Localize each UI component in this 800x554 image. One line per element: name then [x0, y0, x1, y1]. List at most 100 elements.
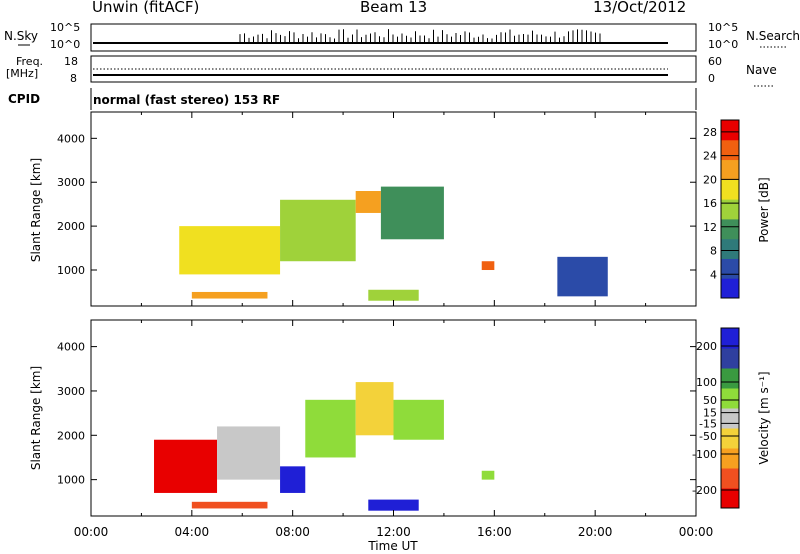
power-colorbar-tick-label-1: 8 — [710, 245, 717, 258]
power-region-1 — [280, 199, 356, 262]
noise-tick-high-left: 10^5 — [50, 21, 80, 34]
beam-title: Beam 13 — [360, 0, 427, 16]
x-tick-label-3: 12:00 — [376, 525, 411, 539]
velocity-region-8 — [368, 499, 419, 511]
power-region-5 — [191, 291, 268, 299]
site-title: Unwin (fitACF) — [92, 0, 199, 16]
velocity-axes: 1000 2000 3000 4000 — [57, 320, 697, 516]
power-y-label: Slant Range [km] — [29, 158, 43, 262]
power-colorbar-tick-label-4: 20 — [703, 173, 717, 186]
power-ytick-label-1: 2000 — [57, 220, 85, 233]
velocity-ytick-label-3: 4000 — [57, 341, 85, 354]
velocity-colorbar-segment-4 — [721, 408, 739, 429]
power-ytick-label-0: 1000 — [57, 264, 85, 277]
velocity-colorbar-tick-label-0: 200 — [696, 340, 717, 353]
date-title: 13/Oct/2012 — [593, 0, 686, 16]
nsky-label: N.Sky — [4, 29, 38, 43]
nsearch-label: N.Search — [746, 29, 800, 43]
power-heatmap-cells — [179, 186, 608, 301]
power-colorbar-segment-0 — [721, 278, 739, 299]
freq-label: Freq. — [16, 55, 43, 68]
power-region-7 — [557, 256, 608, 297]
velocity-colorbar-tick-label-6: -100 — [692, 448, 717, 461]
nave-label: Nave — [746, 63, 777, 77]
x-tick-label-6: 00:00 — [679, 525, 714, 539]
velocity-colorbar-segment-7 — [721, 348, 739, 369]
power-colorbar-tick-label-3: 16 — [703, 197, 717, 210]
power-region-0 — [179, 226, 281, 275]
power-ytick-label-3: 4000 — [57, 132, 85, 145]
velocity-colorbar-segment-2 — [721, 448, 739, 469]
velocity-ytick-label-1: 2000 — [57, 429, 85, 442]
power-region-4 — [481, 261, 495, 271]
x-tick-label-5: 20:00 — [578, 525, 613, 539]
freq-panel — [90, 55, 697, 83]
velocity-colorbar-label: Velocity [m s⁻¹] — [757, 371, 771, 464]
velocity-region-6 — [393, 399, 444, 440]
power-colorbar-segment-3 — [721, 218, 739, 240]
power-colorbar-segment-6 — [721, 159, 739, 180]
power-colorbar-tick-label-2: 12 — [703, 221, 717, 234]
velocity-region-7 — [481, 470, 495, 480]
velocity-colorbar-segment-1 — [721, 468, 739, 489]
cpid-label: CPID — [8, 92, 40, 106]
time-axis: 00:00 04:00 08:00 12:00 16:00 20:00 00:00 — [74, 525, 714, 539]
velocity-colorbar-tick-label-2: 50 — [703, 394, 717, 407]
noise-panel — [90, 23, 697, 52]
power-ytick-label-2: 3000 — [57, 176, 85, 189]
power-colorbar-tick-label-5: 24 — [703, 150, 717, 163]
velocity-colorbar-tick-label-4: -15 — [699, 417, 717, 430]
freq-unit: [MHz] — [6, 67, 38, 80]
power-region-2 — [355, 191, 381, 213]
x-tick-label-4: 16:00 — [477, 525, 512, 539]
velocity-colorbar-segment-0 — [721, 488, 739, 509]
nave-tick-high: 60 — [708, 55, 722, 68]
velocity-y-label: Slant Range [km] — [29, 366, 43, 470]
velocity-colorbar-tick-label-7: -200 — [692, 484, 717, 497]
power-colorbar-segment-2 — [721, 238, 739, 259]
power-colorbar-tick-label-0: 4 — [710, 268, 717, 281]
power-colorbar-segment-4 — [721, 199, 739, 220]
power-colorbar-segment-1 — [721, 258, 739, 279]
velocity-heatmap-cells — [154, 382, 495, 511]
velocity-colorbar-segment-5 — [721, 388, 739, 409]
power-colorbar-segment-5 — [721, 179, 739, 200]
power-colorbar-frame — [720, 119, 740, 299]
x-tick-label-2: 08:00 — [275, 525, 310, 539]
x-tick-label-0: 00:00 — [74, 525, 109, 539]
power-colorbar-segment-7 — [721, 139, 739, 161]
power-colorbar-segment-8 — [721, 120, 739, 141]
freq-tick-high: 18 — [64, 55, 78, 68]
velocity-region-4 — [305, 399, 356, 458]
velocity-region-1 — [191, 501, 268, 509]
x-tick-label-1: 04:00 — [175, 525, 210, 539]
power-colorbar: 4 8 12 16 20 24 28 — [703, 119, 740, 299]
velocity-region-3 — [280, 466, 306, 493]
power-axes: 1000 2000 3000 4000 — [57, 112, 697, 306]
velocity-colorbar-frame — [720, 327, 740, 509]
noise-tick-low-left: 10^0 — [50, 38, 80, 51]
power-colorbar-tick-label-6: 28 — [703, 126, 717, 139]
velocity-ytick-label-2: 3000 — [57, 385, 85, 398]
power-region-6 — [368, 289, 419, 301]
freq-tick-low: 8 — [70, 72, 77, 85]
noise-trace — [93, 29, 668, 44]
velocity-colorbar-segment-8 — [721, 328, 739, 349]
x-axis-label: Time UT — [367, 539, 418, 553]
velocity-colorbar-segment-3 — [721, 428, 739, 449]
noise-tick-low-right: 10^0 — [708, 38, 738, 51]
power-colorbar-label: Power [dB] — [757, 177, 771, 242]
velocity-colorbar-tick-label-1: 100 — [696, 376, 717, 389]
velocity-colorbar-tick-label-3: 15 — [703, 407, 717, 420]
velocity-colorbar-tick-label-5: -50 — [699, 430, 717, 443]
power-region-3 — [380, 186, 444, 240]
velocity-region-0 — [154, 439, 218, 493]
velocity-region-5 — [355, 382, 394, 436]
noise-tick-high-right: 10^5 — [708, 21, 738, 34]
nave-tick-low: 0 — [708, 72, 715, 85]
cpid-value: normal (fast stereo) 153 RF — [93, 93, 280, 107]
velocity-ytick-label-0: 1000 — [57, 474, 85, 487]
velocity-colorbar-segment-6 — [721, 368, 739, 389]
